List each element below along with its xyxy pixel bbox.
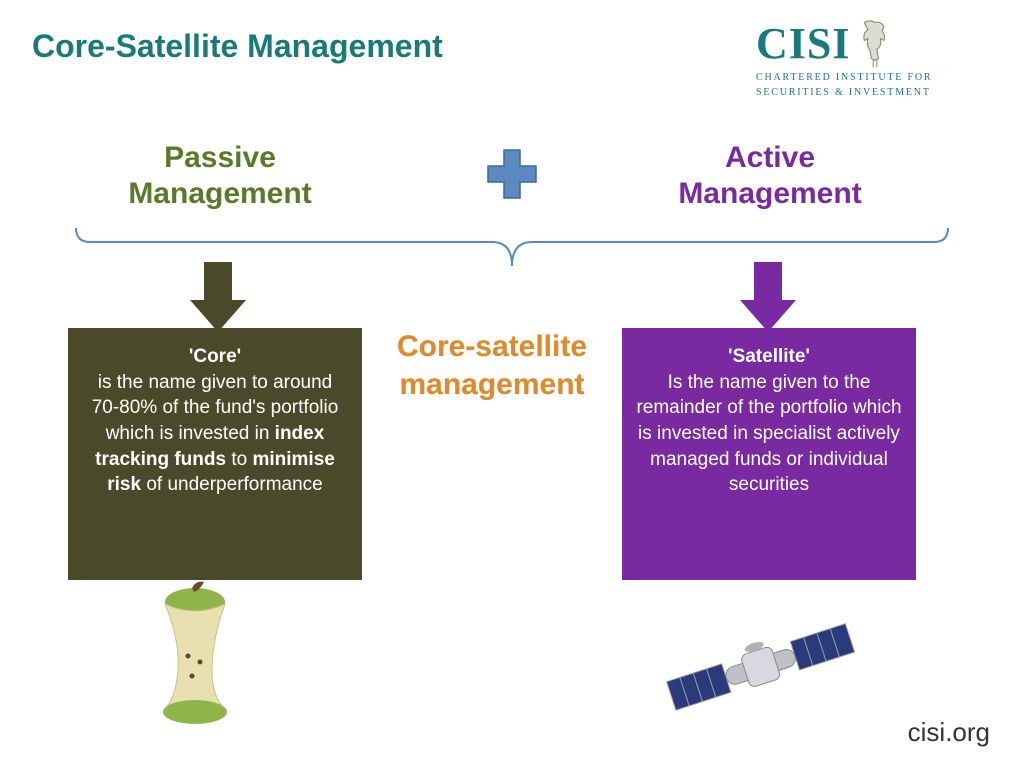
logo-subtitle-1: CHARTERED INSTITUTE FOR bbox=[756, 71, 996, 84]
center-label-l2: management bbox=[399, 368, 584, 401]
heading-passive-l2: Management bbox=[128, 177, 311, 210]
slide-title: Core-Satellite Management bbox=[32, 28, 443, 65]
satellite-box-title: 'Satellite' bbox=[728, 346, 810, 367]
arrow-down-left-icon bbox=[190, 262, 246, 332]
heading-active-l2: Management bbox=[678, 177, 861, 210]
plus-icon bbox=[486, 148, 538, 200]
footer-url: cisi.org bbox=[908, 717, 990, 748]
heading-active: Active Management bbox=[640, 140, 900, 212]
arrow-down-right-icon bbox=[740, 262, 796, 332]
satellite-box-body: Is the name given to the remainder of th… bbox=[636, 372, 901, 496]
satellite-box: 'Satellite' Is the name given to the rem… bbox=[622, 328, 916, 580]
griffin-icon bbox=[857, 19, 893, 69]
satellite-icon bbox=[660, 610, 860, 720]
heading-passive: Passive Management bbox=[90, 140, 350, 212]
center-label: Core-satellite management bbox=[370, 328, 614, 403]
core-box: 'Core' is the name given to around 70-80… bbox=[68, 328, 362, 580]
logo-text: CISI bbox=[756, 18, 851, 69]
heading-passive-l1: Passive bbox=[164, 141, 276, 174]
center-label-l1: Core-satellite bbox=[397, 330, 587, 363]
core-box-title: 'Core' bbox=[189, 346, 241, 367]
logo-subtitle-2: SECURITIES & INVESTMENT bbox=[756, 86, 996, 99]
heading-active-l1: Active bbox=[725, 141, 815, 174]
cisi-logo: CISI CHARTERED INSTITUTE FOR SECURITIES … bbox=[756, 18, 996, 99]
apple-core-icon bbox=[130, 580, 260, 730]
core-box-body: is the name given to around 70-80% of th… bbox=[92, 372, 339, 496]
